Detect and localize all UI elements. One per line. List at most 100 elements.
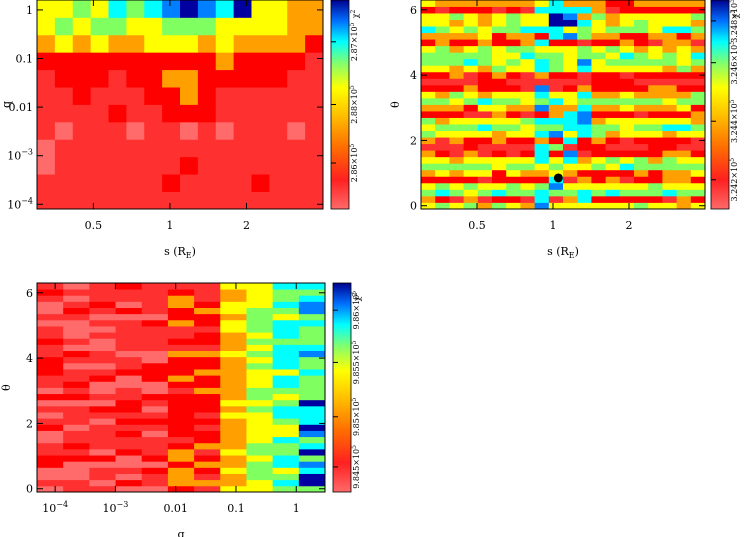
heatmap-cell [162,34,181,53]
x-tick-label: 1 [550,219,557,232]
heatmap-cell [180,139,199,158]
heatmap-cell [421,111,436,118]
heatmap-cell [167,448,195,456]
heatmap-cell [233,156,252,175]
heatmap-cell [115,313,143,321]
heatmap-cell [37,442,64,450]
heatmap-cell [141,418,169,425]
heatmap-cell [141,467,169,474]
heatmap-cell [167,307,195,315]
heatmap-cell [115,338,143,345]
heatmap-cell [619,6,635,14]
heatmap-cell [37,332,64,339]
heatmap-cell [520,84,535,92]
heatmap-cell [167,442,195,450]
heatmap-cell [287,156,306,175]
heatmap-cell [506,71,521,79]
heatmap-cell [506,0,521,7]
heatmap-cell [520,13,535,20]
heatmap-cell [37,485,64,493]
heatmap-cell [690,143,706,151]
heatmap-cell [115,461,143,468]
heatmap-cell [634,124,649,132]
heatmap-cell [194,479,221,487]
heatmap-cell [115,295,143,302]
heatmap-cell [690,39,706,47]
heatmap-cell [676,176,692,184]
heatmap-cell [115,473,143,481]
heatmap-cell [634,202,649,210]
heatmap-cell [463,189,479,197]
heatmap-cell [435,189,450,197]
heatmap-cell [676,117,692,125]
y-tick-label: 1 [26,4,33,17]
heatmap-cell [162,0,181,18]
heatmap-cell [298,442,326,450]
heatmap-cell [272,393,300,401]
heatmap-cell [246,338,274,345]
heatmap-cell [126,174,145,192]
heatmap-cell [269,104,288,123]
heatmap-cell [506,26,521,34]
heatmap-cell [246,301,274,308]
heatmap-cell [167,375,195,382]
heatmap-cell [108,34,127,53]
heatmap-cell [37,338,64,345]
heatmap-cell [90,69,109,88]
heatmap-cell [563,104,578,112]
heatmap-cell [167,283,195,290]
heatmap-cell [506,52,521,60]
heatmap-cell [287,139,306,158]
colorbar [710,0,730,210]
heatmap-cell [246,430,274,438]
heatmap-cell [220,418,247,425]
heatmap-cell [648,39,663,47]
heatmap-cell [619,195,635,203]
heatmap-cell [449,104,464,112]
heatmap-cell [215,104,235,123]
heatmap-cell [548,26,564,34]
heatmap-cell [591,202,606,210]
heatmap-cell [421,97,436,105]
heatmap-cell [63,375,90,382]
heatmap-cell [563,150,578,158]
heatmap-cell [115,319,143,327]
heatmap-cell [220,399,247,407]
heatmap-cell [421,32,436,40]
heatmap-cell [463,6,479,14]
heatmap-cell [477,19,493,27]
heatmap-cell [548,111,564,118]
heatmap-cell [421,195,436,203]
heatmap-cell [194,381,221,388]
heatmap-cell [506,189,521,197]
heatmap-cell [676,39,692,47]
heatmap-cell [676,195,692,203]
heatmap-cell [591,163,606,171]
heatmap-cell [126,191,145,210]
heatmap-cell [477,124,493,132]
heatmap-cell [477,176,493,184]
heatmap-cell [421,202,436,210]
heatmap-cell [662,97,677,105]
heatmap-cell [194,283,221,290]
heatmap-cell [162,191,181,210]
heatmap-cell [72,17,92,36]
heatmap-cell [619,78,635,86]
heatmap-cell [246,442,274,450]
heatmap-cell [220,283,247,290]
heatmap-cell [634,71,649,79]
heatmap-cell [37,52,56,71]
y-tick-label: 6 [410,4,417,17]
heatmap-cell [534,26,550,34]
heatmap-cell [167,412,195,419]
heatmap-cell [534,169,550,177]
heatmap-cell [162,104,181,123]
x-axis-label-sub: E [569,251,575,260]
heatmap-cell [246,344,274,352]
y-axis-label: q [0,101,13,108]
heatmap-cell [246,424,274,431]
x-tick-label: 10−4 [42,500,68,515]
heatmap-cell [144,69,163,88]
heatmap-cell [577,111,592,118]
